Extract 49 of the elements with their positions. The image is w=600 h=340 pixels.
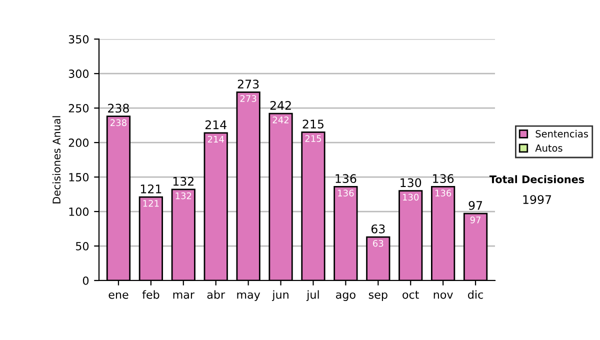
x-tick-label: dic — [468, 290, 483, 299]
y-tick-label: 150 — [69, 173, 89, 182]
data-label: 136 — [435, 190, 452, 196]
total-label: 273 — [238, 80, 259, 89]
x-tick-label: may — [237, 292, 260, 301]
data-label: 97 — [470, 216, 480, 224]
y-tick-label: 250 — [68, 104, 89, 112]
text: 1997 — [523, 195, 552, 204]
data-label: 136 — [338, 190, 354, 196]
total-label: 136 — [336, 174, 356, 184]
x-tick-label: ago — [336, 292, 356, 301]
y-tick-label: 200 — [68, 138, 89, 147]
y-tick-label: 350 — [68, 35, 89, 44]
x-tick-label: ene — [108, 292, 128, 299]
total-label: 136 — [433, 174, 454, 184]
y-axis-title: Decisiones Anual — [52, 116, 60, 204]
data-label: 63 — [373, 240, 384, 247]
y-tick-label: 50 — [76, 242, 89, 250]
data-label: 121 — [143, 200, 159, 207]
data-label: 238 — [110, 119, 126, 126]
data-label: 215 — [305, 135, 322, 142]
x-tick-label: sep — [368, 292, 388, 301]
x-tick-label: mar — [173, 292, 194, 299]
y-tick-label: 300 — [68, 70, 89, 78]
data-label: 214 — [208, 136, 224, 143]
total-label: 238 — [108, 104, 129, 113]
x-tick-label: nov — [434, 292, 453, 299]
data-label: 132 — [176, 192, 192, 200]
x-tick-label: oct — [402, 290, 419, 299]
x-tick-label: feb — [142, 290, 160, 299]
x-tick-label: jul — [306, 290, 319, 301]
total-label: 63 — [371, 224, 385, 234]
total-label: 215 — [302, 120, 324, 129]
total-label: 121 — [140, 184, 162, 194]
total-label: 132 — [173, 176, 194, 186]
x-tick-label: jun — [272, 290, 288, 301]
y-tick-label: 100 — [69, 208, 89, 216]
legend-label: Sentencias — [536, 130, 588, 138]
total-label: 242 — [270, 100, 291, 110]
legend-label: Autos — [535, 144, 562, 152]
x-tick-label: abr — [207, 290, 226, 299]
total-label: 97 — [468, 201, 482, 210]
data-label: 273 — [240, 95, 256, 102]
y-tick-label: 0 — [82, 276, 89, 285]
data-label: 242 — [272, 116, 288, 124]
annotation: Total Decisiones — [489, 175, 584, 184]
data-label: 130 — [402, 194, 419, 201]
total-label: 130 — [400, 178, 422, 188]
total-label: 214 — [205, 120, 226, 130]
